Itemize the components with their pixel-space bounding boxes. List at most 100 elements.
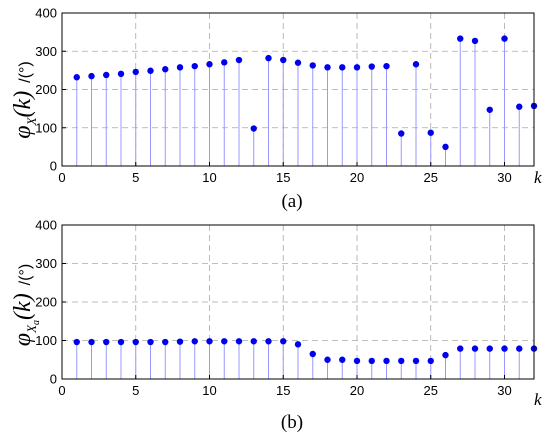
data-point — [250, 338, 257, 345]
y-tick-label: 200 — [35, 295, 57, 310]
svg-text:φX(k)/(°): φX(k) /(°) — [10, 61, 39, 138]
data-point — [162, 338, 169, 346]
y-label-subscript-a: X — [24, 116, 39, 126]
x-tick-label: 15 — [276, 383, 290, 398]
x-tick-label: 0 — [58, 383, 65, 398]
data-point — [206, 338, 213, 345]
markers-b — [73, 338, 538, 365]
data-point — [442, 143, 449, 151]
grid-b — [62, 225, 534, 379]
data-point — [147, 338, 154, 346]
y-tick-label: 300 — [35, 44, 57, 59]
x-axis-label-b: k — [534, 390, 542, 409]
y-tick-label: 400 — [35, 6, 57, 21]
data-point — [412, 357, 420, 365]
data-point — [383, 62, 390, 70]
data-point — [501, 345, 508, 352]
data-point — [471, 37, 479, 45]
data-point — [427, 357, 434, 365]
data-point — [486, 345, 493, 352]
data-point — [103, 71, 110, 79]
data-point — [516, 103, 523, 110]
data-point — [398, 130, 405, 137]
markers-a — [73, 35, 538, 151]
data-point — [353, 357, 361, 365]
data-point — [501, 35, 508, 42]
data-point — [191, 62, 198, 70]
y-tick-label: 400 — [35, 218, 57, 233]
data-point — [265, 54, 272, 62]
x-tick-label: 5 — [132, 383, 139, 398]
data-point — [516, 345, 523, 352]
y-label-symbol-a: φ — [10, 125, 36, 138]
data-point — [324, 356, 331, 363]
data-point — [132, 338, 139, 346]
data-point — [206, 61, 213, 68]
data-point — [383, 357, 390, 365]
y-label-subscript-b: X — [24, 324, 39, 334]
data-point — [442, 351, 449, 359]
data-point — [457, 345, 464, 352]
svg-text:φXa(k)/(°): φXa(k) /(°) — [10, 264, 42, 346]
x-tick-label: 15 — [276, 170, 290, 185]
y-tick-label: 200 — [35, 82, 57, 97]
y-label-subscript2-b: a — [31, 320, 42, 325]
data-point — [324, 64, 331, 71]
y-tick-label: 0 — [50, 159, 57, 174]
y-axis-label-b: φXa(k) /(°) — [10, 264, 42, 346]
x-tick-label: 25 — [424, 383, 438, 398]
data-point — [339, 356, 346, 363]
plot-frame-a — [61, 12, 535, 167]
x-tick-label: 20 — [350, 383, 364, 398]
data-point — [88, 338, 95, 346]
data-point — [132, 68, 139, 76]
data-point — [235, 56, 243, 64]
data-point — [176, 64, 184, 71]
data-point — [117, 70, 125, 78]
data-point — [486, 106, 493, 113]
data-point — [235, 338, 243, 345]
data-point — [176, 338, 184, 345]
data-point — [265, 338, 272, 345]
data-point — [221, 338, 228, 345]
x-tick-label: 25 — [424, 170, 438, 185]
data-point — [280, 338, 287, 345]
y-tick-label: 100 — [35, 333, 57, 348]
y-label-symbol-b: φ — [10, 333, 36, 346]
data-point — [309, 350, 316, 358]
data-point — [457, 35, 464, 42]
caption-b: (b) — [281, 412, 303, 433]
data-point — [427, 129, 434, 136]
data-point — [73, 74, 80, 81]
data-point — [221, 59, 228, 66]
plot-frame-b — [61, 224, 535, 380]
y-tick-label: 300 — [35, 256, 57, 271]
data-point — [368, 357, 375, 365]
y-label-arg-a: (k) — [10, 91, 36, 118]
data-point — [280, 56, 287, 64]
data-point — [162, 66, 169, 73]
data-point — [398, 357, 405, 365]
data-point — [339, 64, 346, 71]
data-point — [250, 125, 257, 132]
x-tick-label: 20 — [350, 170, 364, 185]
x-tick-label: 30 — [497, 170, 511, 185]
x-tick-label: 0 — [58, 170, 65, 185]
x-tick-label: 30 — [497, 383, 511, 398]
data-point — [73, 338, 80, 346]
x-tick-label: 10 — [202, 170, 216, 185]
caption-a: (a) — [281, 191, 302, 212]
stems-a — [76, 38, 535, 166]
x-tick-label: 10 — [202, 383, 216, 398]
data-point — [191, 338, 198, 345]
y-unit-b: /(°) — [17, 264, 34, 286]
data-point — [117, 338, 125, 346]
data-point — [412, 61, 420, 68]
data-point — [294, 341, 302, 348]
data-point — [471, 345, 479, 352]
